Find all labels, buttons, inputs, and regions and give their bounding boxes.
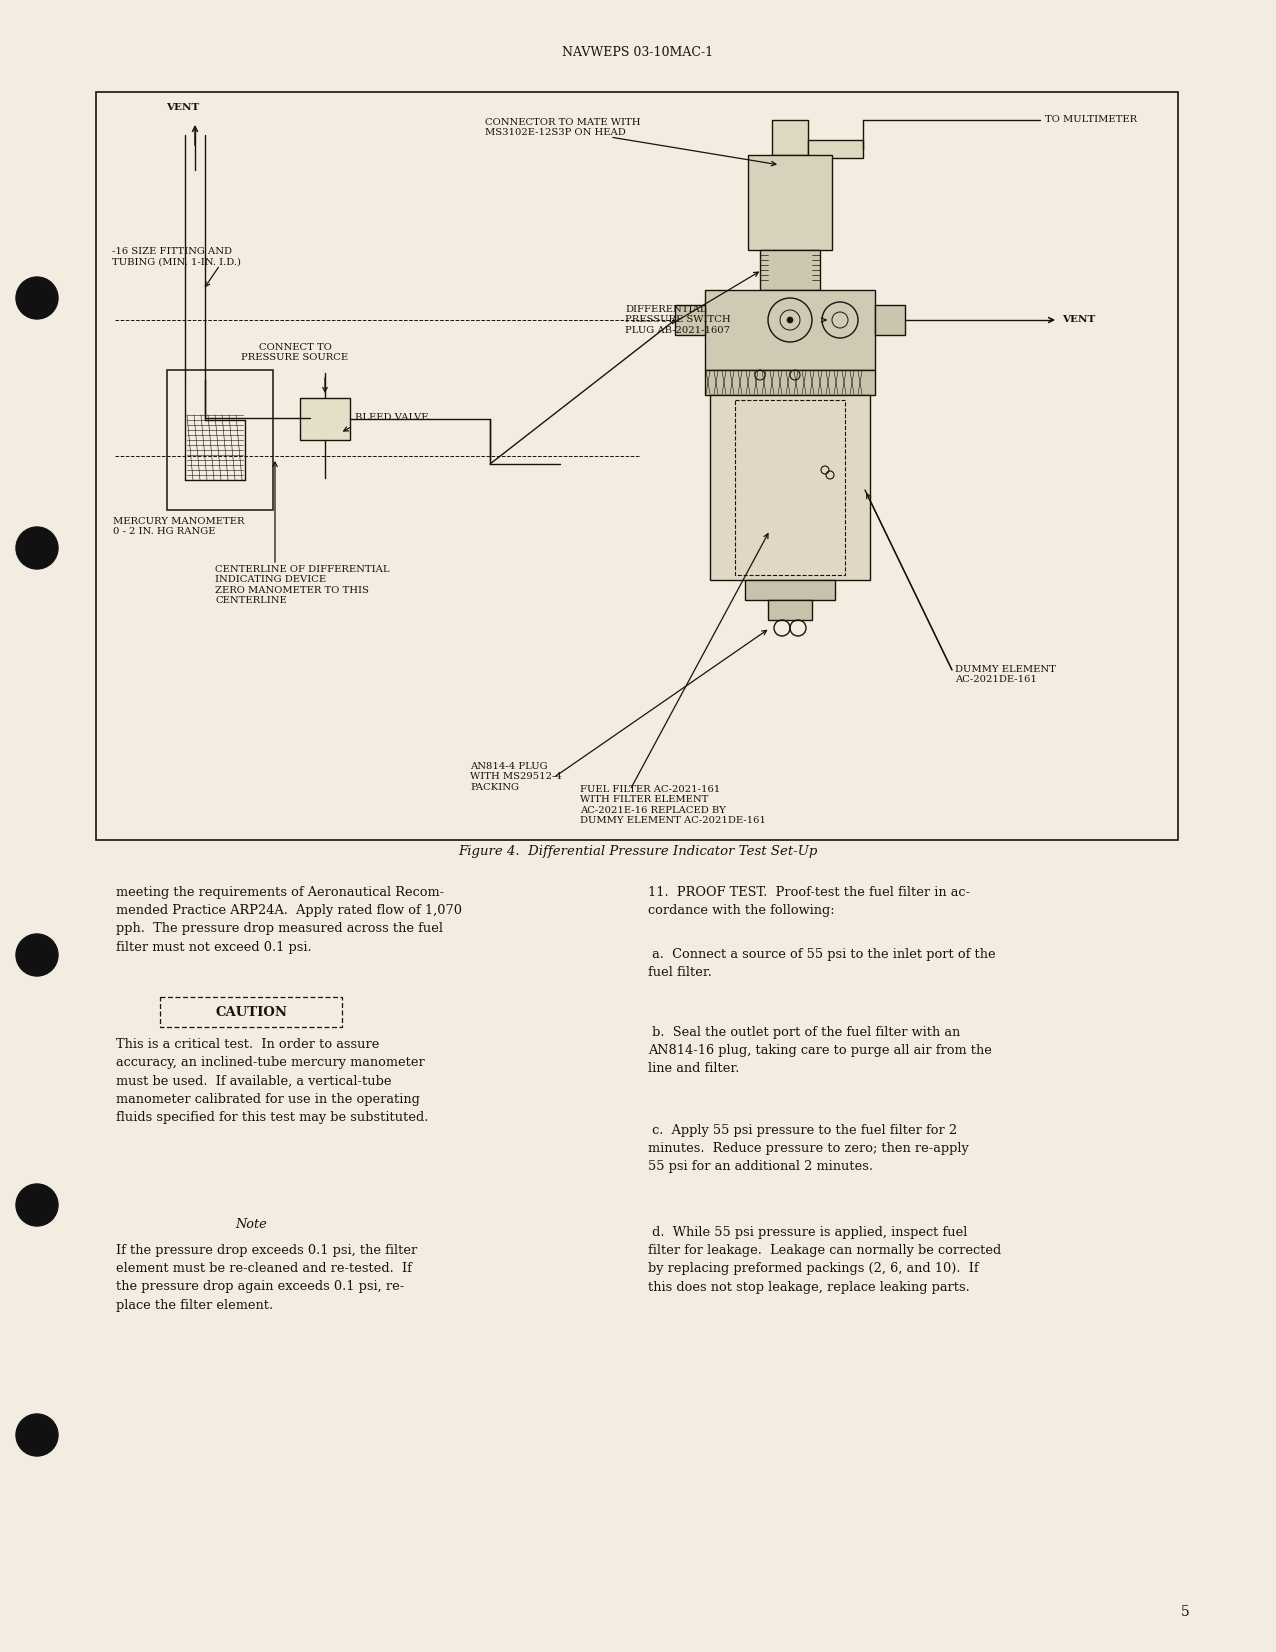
Circle shape: [17, 933, 57, 976]
Circle shape: [787, 317, 792, 324]
Bar: [748, 155, 832, 249]
Circle shape: [17, 527, 57, 568]
Bar: [96, 93, 1178, 839]
Circle shape: [17, 278, 57, 319]
Text: CONNECTOR TO MATE WITH
MS3102E-12S3P ON HEAD: CONNECTOR TO MATE WITH MS3102E-12S3P ON …: [485, 117, 641, 137]
Text: BLEED VALVE: BLEED VALVE: [355, 413, 429, 423]
Text: VENT: VENT: [166, 102, 199, 111]
Text: This is a critical test.  In order to assure
accuracy, an inclined-tube mercury : This is a critical test. In order to ass…: [116, 1037, 429, 1123]
Text: CONNECT TO
PRESSURE SOURCE: CONNECT TO PRESSURE SOURCE: [241, 344, 348, 362]
Text: 5: 5: [1180, 1606, 1189, 1619]
Text: TO MULTIMETER: TO MULTIMETER: [1045, 116, 1137, 124]
Bar: [706, 291, 875, 370]
Text: a.  Connect a source of 55 psi to the inlet port of the
fuel filter.: a. Connect a source of 55 psi to the inl…: [648, 948, 995, 980]
Bar: [808, 140, 863, 159]
Text: -16 SIZE FITTING AND
TUBING (MIN. 1-IN. I.D.): -16 SIZE FITTING AND TUBING (MIN. 1-IN. …: [112, 248, 241, 266]
Text: CENTERLINE OF DIFFERENTIAL
INDICATING DEVICE
ZERO MANOMETER TO THIS
CENTERLINE: CENTERLINE OF DIFFERENTIAL INDICATING DE…: [214, 565, 389, 605]
Bar: [167, 370, 273, 510]
Bar: [772, 121, 808, 155]
Bar: [875, 306, 905, 335]
Text: If the pressure drop exceeds 0.1 psi, the filter
element must be re-cleaned and : If the pressure drop exceeds 0.1 psi, th…: [116, 1244, 417, 1312]
Bar: [768, 600, 812, 620]
Text: meeting the requirements of Aeronautical Recom-
mended Practice ARP24A.  Apply r: meeting the requirements of Aeronautical…: [116, 885, 462, 953]
Bar: [675, 306, 706, 335]
Bar: [706, 370, 875, 395]
Text: Figure 4.  Differential Pressure Indicator Test Set-Up: Figure 4. Differential Pressure Indicato…: [458, 846, 818, 859]
Text: 11.  PROOF TEST.  Proof-test the fuel filter in ac-
cordance with the following:: 11. PROOF TEST. Proof-test the fuel filt…: [648, 885, 970, 917]
Bar: [300, 398, 350, 439]
Text: FUEL FILTER AC-2021-161
WITH FILTER ELEMENT
AC-2021E-16 REPLACED BY
DUMMY ELEMEN: FUEL FILTER AC-2021-161 WITH FILTER ELEM…: [581, 785, 766, 826]
Text: c.  Apply 55 psi pressure to the fuel filter for 2
minutes.  Reduce pressure to : c. Apply 55 psi pressure to the fuel fil…: [648, 1123, 968, 1173]
Bar: [735, 400, 845, 575]
Text: MERCURY MANOMETER
0 - 2 IN. HG RANGE: MERCURY MANOMETER 0 - 2 IN. HG RANGE: [114, 517, 245, 537]
Bar: [745, 580, 835, 600]
Text: Note: Note: [235, 1218, 267, 1231]
Text: NAVWEPS 03-10MAC-1: NAVWEPS 03-10MAC-1: [563, 46, 713, 58]
Text: d.  While 55 psi pressure is applied, inspect fuel
filter for leakage.  Leakage : d. While 55 psi pressure is applied, ins…: [648, 1226, 1002, 1294]
Circle shape: [17, 1184, 57, 1226]
Circle shape: [17, 1414, 57, 1455]
Bar: [760, 249, 820, 291]
Text: DUMMY ELEMENT
AC-2021DE-161: DUMMY ELEMENT AC-2021DE-161: [954, 666, 1055, 684]
Bar: [709, 395, 870, 580]
Text: DIFFERENTIAL
PRESSURE SWITCH
PLUG AB-2021-1607: DIFFERENTIAL PRESSURE SWITCH PLUG AB-202…: [625, 306, 731, 335]
Text: b.  Seal the outlet port of the fuel filter with an
AN814-16 plug, taking care t: b. Seal the outlet port of the fuel filt…: [648, 1026, 991, 1075]
Text: AN814-4 PLUG
WITH MS29512-4
PACKING: AN814-4 PLUG WITH MS29512-4 PACKING: [470, 762, 561, 791]
Text: VENT: VENT: [1062, 316, 1095, 324]
Text: CAUTION: CAUTION: [214, 1006, 287, 1019]
